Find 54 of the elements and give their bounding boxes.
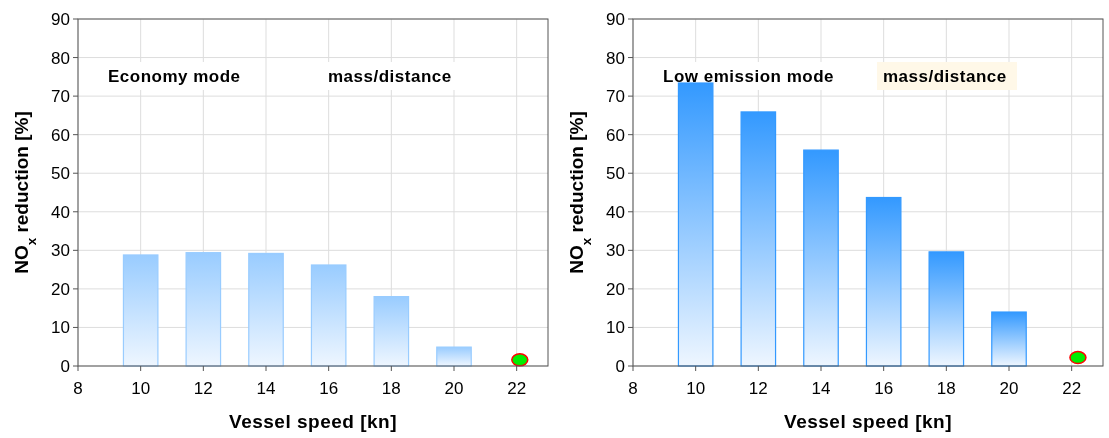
y-tick-label: 80 (606, 48, 625, 68)
x-tick-label: 22 (507, 379, 527, 398)
x-tick-label: 10 (686, 379, 706, 398)
x-tick-label: 14 (811, 379, 831, 398)
x-tick-label: 8 (628, 379, 638, 398)
x-axis-title: Vessel speed [kn] (229, 411, 397, 432)
x-tick-label: 12 (748, 379, 768, 398)
bar (185, 252, 222, 367)
x-tick-label: 20 (444, 379, 464, 398)
y-tick-label: 70 (51, 87, 70, 107)
y-tick-label: 10 (606, 318, 625, 338)
x-axis-title: Vessel speed [kn] (784, 411, 952, 432)
y-tick-label: 0 (615, 356, 625, 376)
x-tick-label: 14 (256, 379, 276, 398)
x-tick-label: 16 (874, 379, 894, 398)
bar (310, 264, 347, 367)
y-tick-label: 20 (606, 279, 625, 299)
y-tick-label: 90 (51, 9, 70, 29)
y-tick-label: 40 (606, 202, 625, 222)
y-tick-label: 0 (60, 356, 70, 376)
x-tick-label: 12 (193, 379, 213, 398)
y-tick-label: 10 (51, 318, 70, 338)
bar (740, 111, 777, 367)
y-tick-label: 60 (606, 125, 625, 145)
y-tick-label: 50 (606, 164, 625, 184)
x-tick-label: 20 (999, 379, 1019, 398)
annotation: mass/distance (328, 67, 452, 86)
bar (248, 252, 284, 367)
bar (436, 346, 472, 367)
y-tick-label: 60 (51, 125, 70, 145)
y-tick-label: 70 (606, 87, 625, 107)
bar (803, 149, 839, 367)
annotation: Economy mode (108, 67, 241, 86)
bar (373, 296, 410, 367)
y-tick-label: 90 (606, 9, 625, 29)
x-tick-label: 18 (381, 379, 401, 398)
y-tick-label: 40 (51, 202, 70, 222)
x-tick-label: 8 (73, 379, 83, 398)
annotation: Low emission mode (663, 67, 834, 86)
x-tick-label: 16 (319, 379, 339, 398)
bar (991, 311, 1027, 367)
y-tick-label: 50 (51, 164, 70, 184)
x-tick-label: 22 (1062, 379, 1082, 398)
x-tick-label: 10 (131, 379, 151, 398)
bar (122, 254, 159, 367)
x-tick-label: 18 (936, 379, 956, 398)
y-tick-label: 80 (51, 48, 70, 68)
y-tick-label: 30 (606, 241, 625, 261)
annotation: mass/distance (883, 67, 1007, 86)
bar (928, 251, 965, 367)
y-tick-label: 30 (51, 241, 70, 261)
y-tick-label: 20 (51, 279, 70, 299)
bar (677, 82, 714, 367)
bar (865, 196, 902, 367)
